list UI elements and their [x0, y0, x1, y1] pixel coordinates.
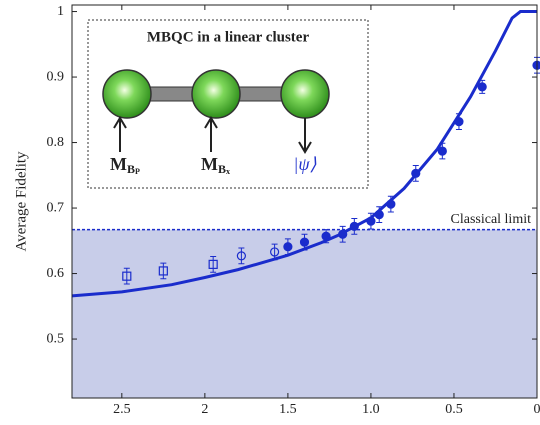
- x-tick-label: 1.5: [279, 402, 297, 417]
- x-tick-label: 0: [534, 402, 540, 417]
- data-point: [322, 232, 330, 240]
- x-tick-label: 0.5: [445, 402, 463, 417]
- qubit: [103, 70, 151, 118]
- data-point: [350, 222, 358, 230]
- data-point: [412, 169, 420, 177]
- y-tick-label: 0.9: [47, 69, 65, 84]
- inset-label: |ψ⟩: [293, 154, 316, 174]
- y-axis-label: Average Fidelity: [13, 151, 29, 252]
- x-tick-label: 2: [201, 402, 208, 417]
- x-tick-label: 1.0: [362, 402, 380, 417]
- inset: MBQC in a linear cluster MBP MBx |ψ⟩: [88, 20, 368, 188]
- data-point: [387, 200, 395, 208]
- data-point: [339, 230, 347, 238]
- data-point: [367, 217, 375, 225]
- x-tick-label: 2.5: [113, 402, 131, 417]
- data-point: [455, 118, 463, 126]
- y-tick-label: 0.7: [47, 200, 65, 215]
- data-point: [438, 147, 446, 155]
- qubit: [192, 70, 240, 118]
- qubit: [281, 70, 329, 118]
- y-tick-label: 0.5: [47, 331, 65, 346]
- y-tick-label: 0.6: [47, 266, 65, 281]
- y-tick-label: 0.8: [47, 135, 65, 150]
- data-point: [375, 211, 383, 219]
- classical-limit-label: Classical limit: [451, 212, 532, 227]
- classical-region: [72, 230, 537, 398]
- data-point: [301, 238, 309, 246]
- data-point: [284, 243, 292, 251]
- data-point: [478, 83, 486, 91]
- inset-title: MBQC in a linear cluster: [147, 29, 310, 45]
- y-tick-label: 1: [57, 4, 64, 19]
